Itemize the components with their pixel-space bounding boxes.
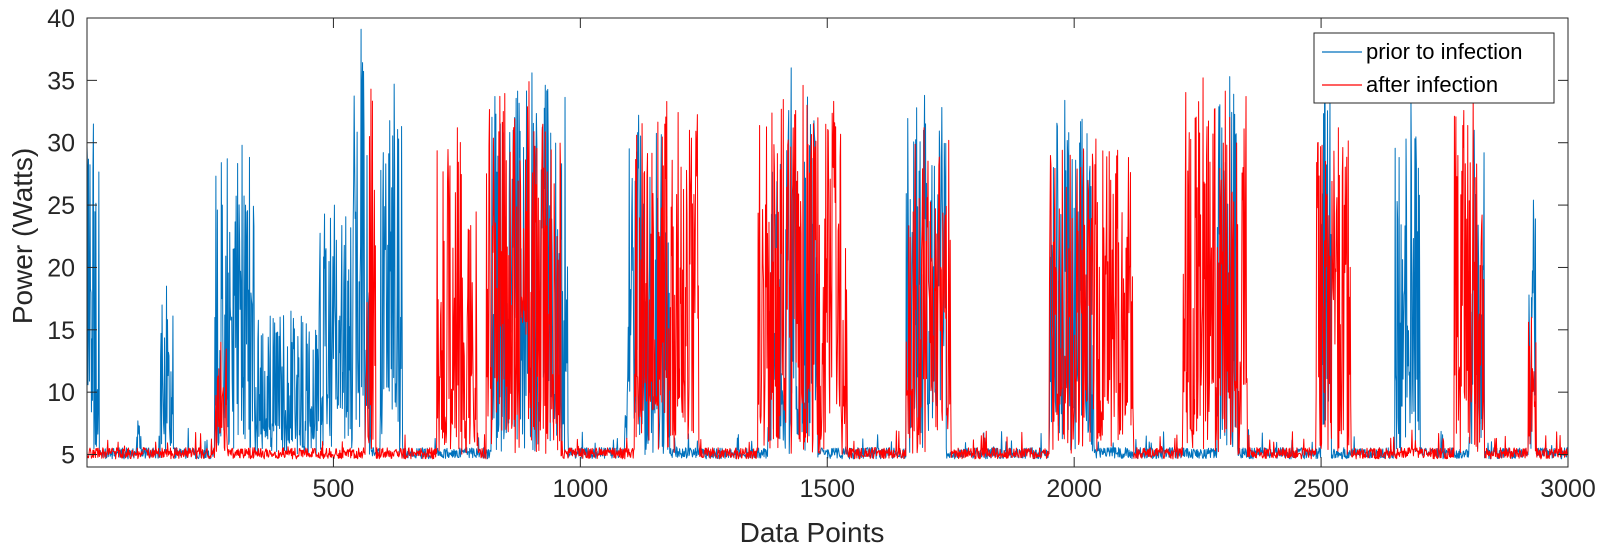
x-tick-label: 3000: [1540, 475, 1596, 503]
y-tick-label: 20: [47, 254, 75, 282]
y-tick-label: 5: [61, 442, 75, 470]
y-tick-label: 15: [47, 317, 75, 345]
legend-label-after: after infection: [1366, 72, 1498, 97]
legend: prior to infection after infection: [1313, 32, 1555, 104]
y-tick-label: 25: [47, 192, 75, 220]
x-tick-label: 1500: [799, 475, 855, 503]
y-tick-label: 10: [47, 379, 75, 407]
x-tick-label: 2500: [1293, 475, 1349, 503]
x-tick-label: 2000: [1046, 475, 1102, 503]
x-tick-label: 1000: [553, 475, 609, 503]
y-tick-label: 30: [47, 130, 75, 158]
legend-label-prior: prior to infection: [1366, 39, 1523, 64]
axes-layer: 500 1000 1500 2000 2500 3000 5 10 15 20 25 30 35 40: [47, 5, 1596, 503]
x-tick-label: 500: [313, 475, 355, 503]
y-axis-label: Power (Watts): [7, 148, 38, 324]
y-tick-label: 40: [47, 5, 75, 33]
y-tick-label: 35: [47, 67, 75, 95]
x-axis-label: Data Points: [740, 517, 885, 548]
legend-box: [1313, 32, 1555, 104]
